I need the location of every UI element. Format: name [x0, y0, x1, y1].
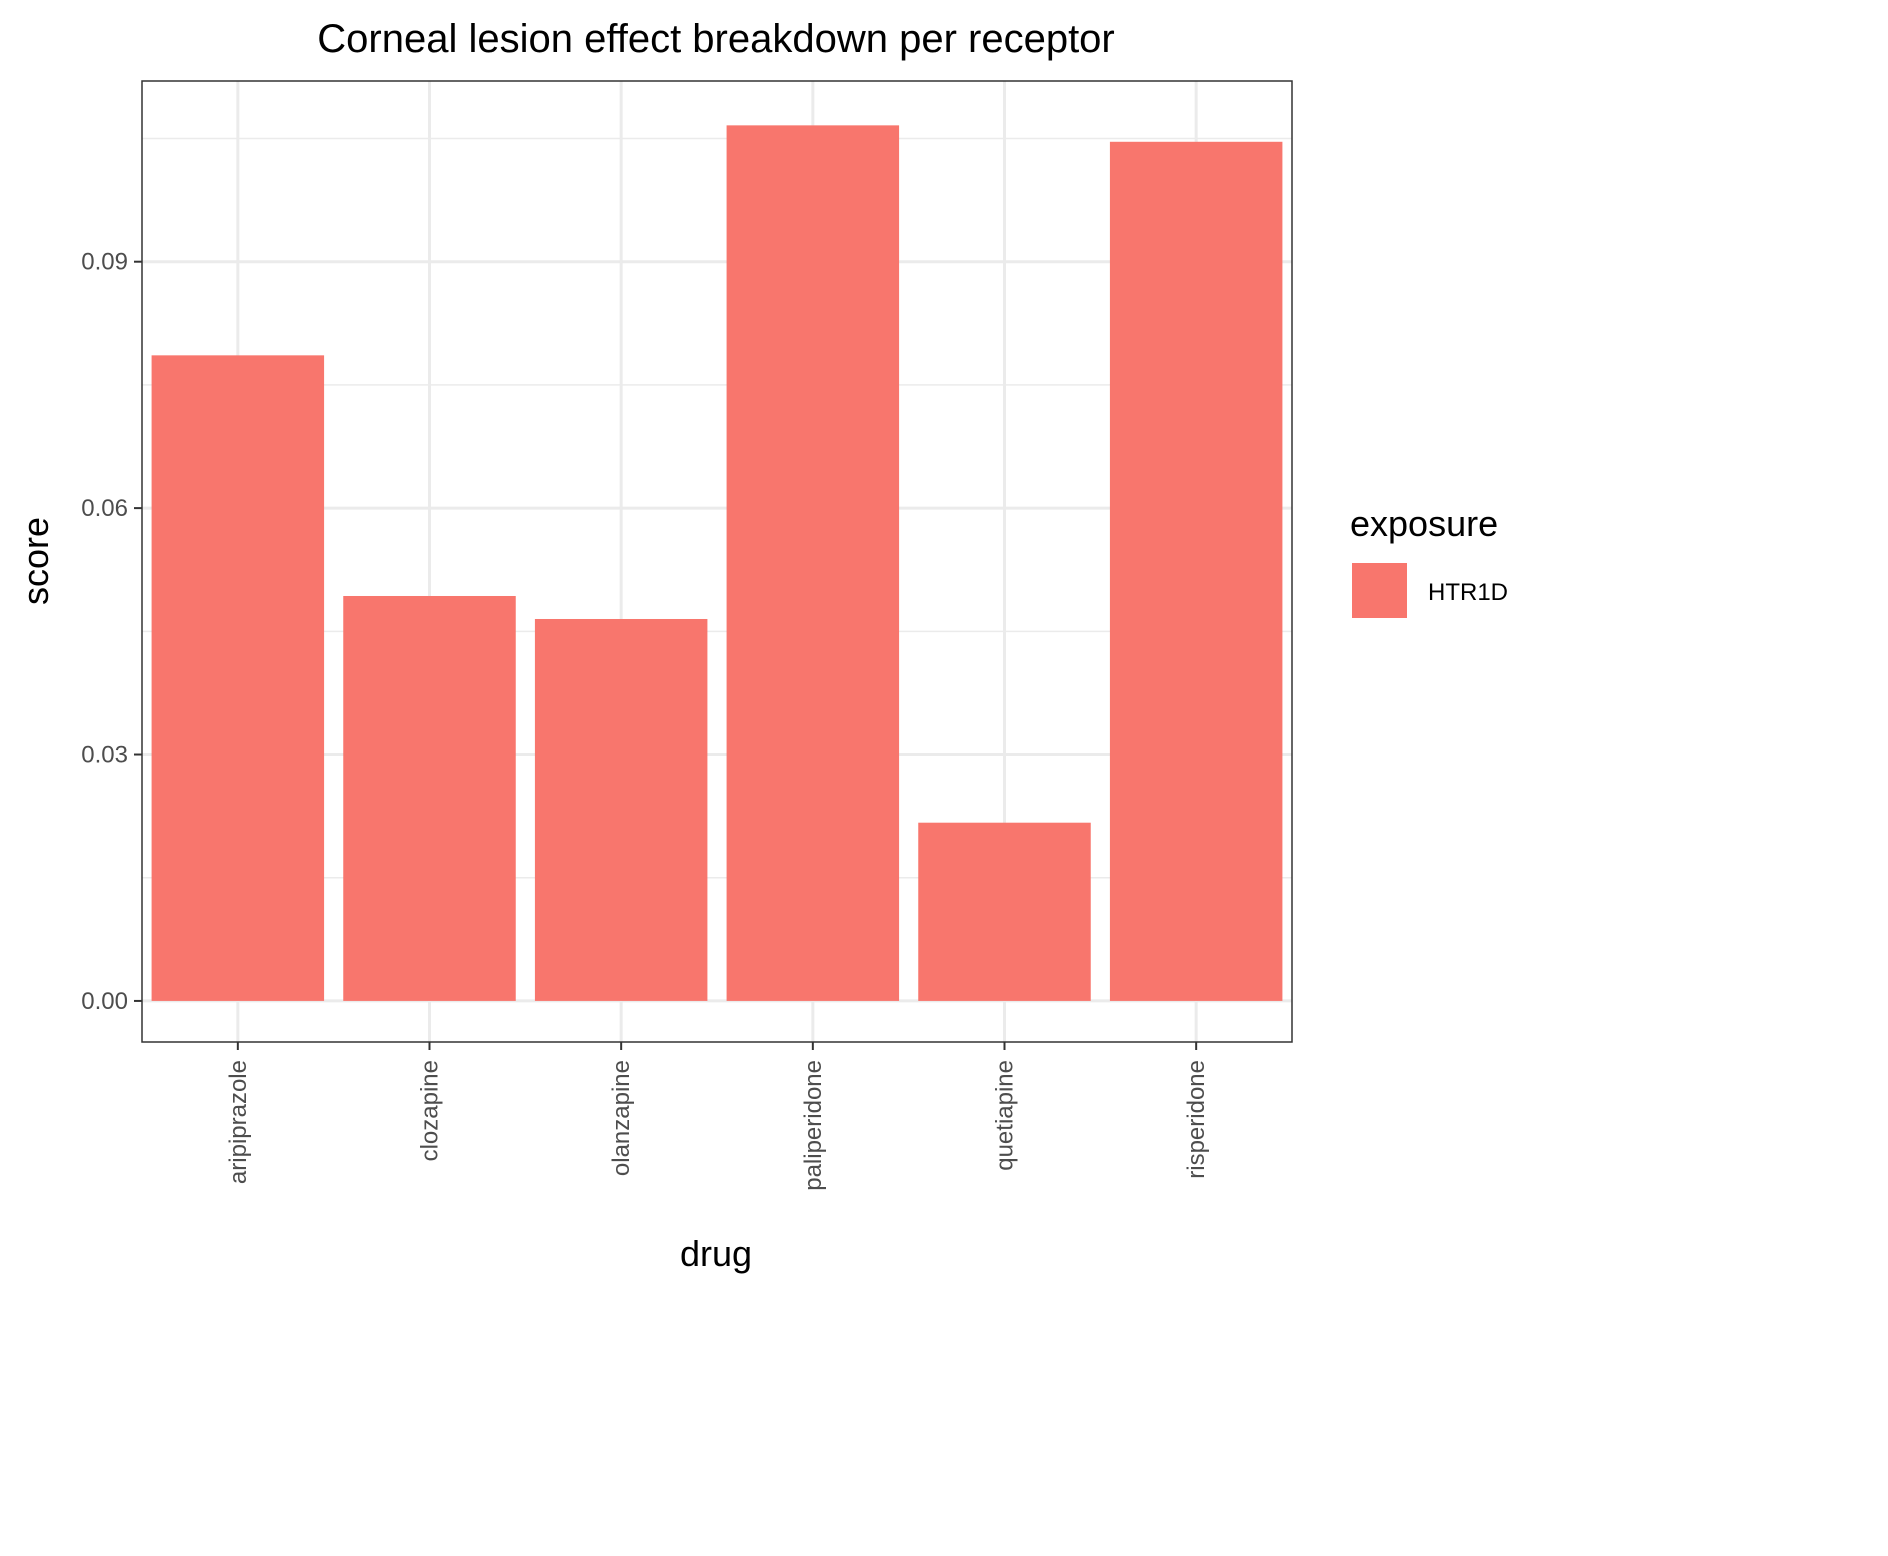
y-tick-label: 0.06: [81, 495, 128, 522]
legend-title: exposure: [1350, 503, 1498, 544]
legend-label: HTR1D: [1428, 579, 1508, 606]
bar-chart: Corneal lesion effect breakdown per rece…: [15, 17, 1508, 1274]
y-tick-label: 0.00: [81, 988, 128, 1015]
x-axis-title: drug: [680, 1233, 752, 1274]
bar-risperidone: [1109, 141, 1283, 1001]
legend: exposure HTR1D: [1350, 503, 1508, 618]
x-tick-label: clozapine: [417, 1060, 444, 1161]
chart: Corneal lesion effect breakdown per rece…: [15, 17, 1508, 1274]
x-tick-label: olanzapine: [608, 1060, 635, 1176]
y-axis-title: score: [15, 517, 56, 605]
y-axis: 0.00 0.03 0.06 0.09: [81, 249, 142, 1015]
x-tick-label: aripiprazole: [225, 1060, 252, 1184]
chart-title: Corneal lesion effect breakdown per rece…: [317, 17, 1115, 61]
bar-olanzapine: [534, 618, 708, 1001]
bar-quetiapine: [918, 822, 1091, 1001]
x-tick-label: risperidone: [1183, 1060, 1210, 1179]
x-tick-label: paliperidone: [800, 1060, 827, 1191]
y-tick-label: 0.03: [81, 742, 128, 769]
bars: [151, 125, 1283, 1001]
x-tick-label: quetiapine: [992, 1060, 1019, 1171]
minor-gridlines: [142, 137, 1292, 879]
bar-clozapine: [343, 595, 516, 1001]
legend-key: [1352, 563, 1407, 618]
y-tick-label: 0.09: [81, 249, 128, 276]
bar-paliperidone: [726, 125, 900, 1001]
x-axis: aripiprazole clozapine olanzapine paliperid…: [225, 1042, 1210, 1191]
panel-border: [141, 80, 1293, 1043]
legend-items: HTR1D: [1352, 563, 1508, 618]
bar-aripiprazole: [151, 355, 325, 1001]
